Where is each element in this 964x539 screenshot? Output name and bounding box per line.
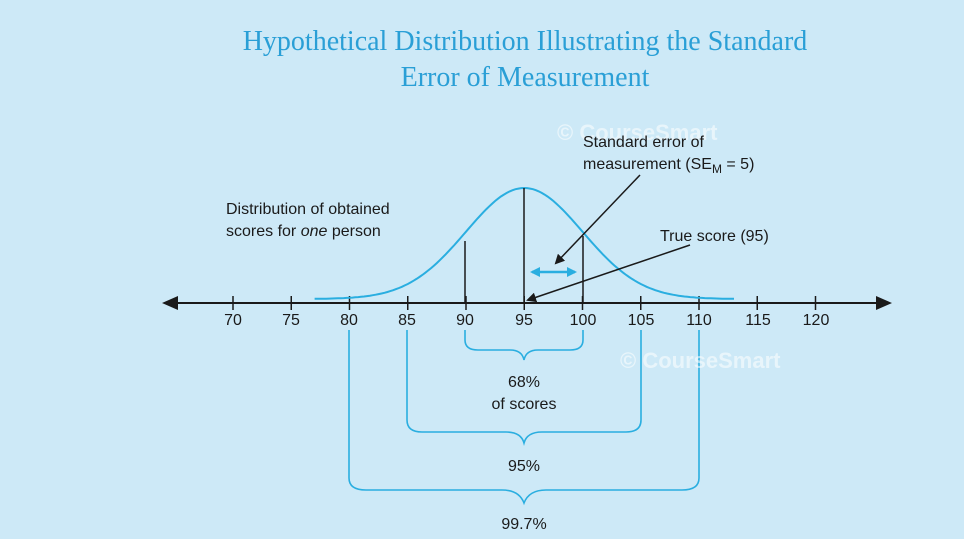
sem-label-line-1: Standard error of [583,134,704,151]
sem-label: Standard error of measurement (SEM = 5) [583,132,754,180]
sem-pointer-arrow [554,174,641,265]
tick-label-70: 70 [224,312,242,329]
watermark-middle: © CourseSmart [620,348,781,373]
tick-label-120: 120 [802,312,830,329]
label-68-line-1: 68% [507,374,541,391]
distribution-label-suffix: person [327,223,381,240]
sem-label-subscript: M [711,162,722,177]
label-997-percent: 99.7% [501,516,547,533]
tick-label-75: 75 [282,312,300,329]
watermark-top: © CourseSmart [557,120,718,145]
title-line-1: Hypothetical Distribution Illustrating t… [242,26,808,57]
label-68-line-2: of scores [491,396,557,413]
tick-label-95: 95 [515,312,533,329]
title-line-2: Error of Measurement [400,62,650,93]
brace-997 [348,330,700,506]
distribution-label-line-1: Distribution of obtained [226,201,390,218]
tick-label-90: 90 [456,312,474,329]
tick-label-85: 85 [398,312,416,329]
number-line-right-arrow [876,296,892,310]
label-68-percent: 68% of scores [474,372,574,416]
tick-label-110: 110 [686,312,712,329]
sem-label-line-2: measurement (SEM = 5) [583,154,754,180]
tick-label-115: 115 [745,312,771,329]
sem-label-suffix: = 5) [721,156,755,173]
sem-label-prefix: measurement (SE [583,156,712,173]
diagram-title: Hypothetical Distribution Illustrating t… [0,24,964,96]
distribution-label: Distribution of obtained scores for one … [226,199,390,243]
tick-label-100: 100 [569,312,597,329]
distribution-label-prefix: scores for [226,223,301,240]
true-score-pointer-arrow [526,244,691,303]
label-95-percent: 95% [507,458,541,475]
true-score-label: True score (95) [660,228,769,245]
distribution-label-line-2: scores for one person [226,221,390,243]
brace-68 [464,330,584,361]
tick-label-105: 105 [627,312,655,329]
tick-label-80: 80 [340,312,358,329]
number-line-left-arrow [162,296,178,310]
distribution-label-emphasis: one [300,223,328,240]
brace-95 [406,330,642,447]
